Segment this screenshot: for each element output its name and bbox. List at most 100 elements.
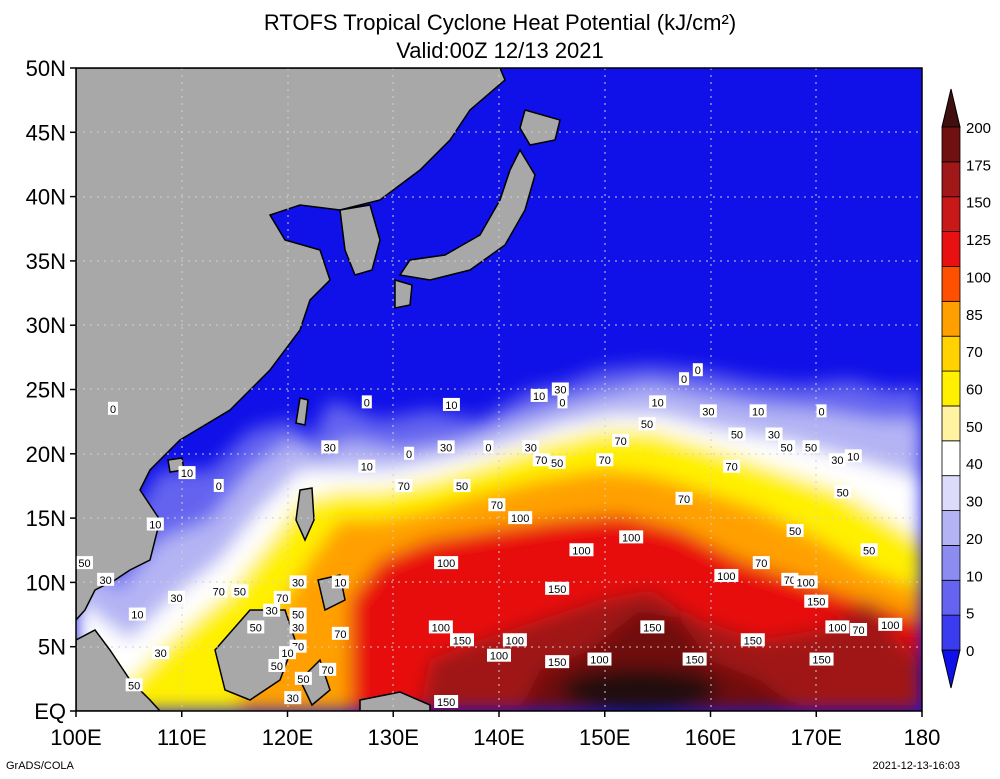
- contour-label-bg: [167, 590, 185, 604]
- contour-label: 50: [863, 545, 875, 557]
- colorbar-box: [941, 161, 961, 198]
- contour-label: 30: [99, 575, 111, 587]
- contour-label-bg: [649, 395, 667, 409]
- asian-mainland: [76, 68, 506, 622]
- japan-honshu: [398, 148, 536, 281]
- colorbar-level-label: 5: [966, 606, 974, 623]
- contour-label-bg: [557, 395, 568, 409]
- colorbar-level-label: 30: [966, 494, 983, 511]
- contour-label-bg: [395, 478, 413, 492]
- contour-label: 70: [784, 575, 796, 587]
- lon-tick-label: 110E: [157, 725, 207, 750]
- contour-label-bg: [804, 594, 829, 608]
- contour-label-bg: [532, 453, 550, 467]
- japan-kyushu: [394, 278, 413, 309]
- contour-label: 100: [828, 622, 846, 634]
- colorbar-level-label: 50: [966, 419, 983, 436]
- colorbar-box: [941, 579, 961, 616]
- contour-label-bg: [640, 620, 665, 634]
- contour-label-bg: [289, 620, 307, 634]
- contour-label: 100: [796, 577, 814, 589]
- contour-label-bg: [453, 478, 471, 492]
- contour-label-bg: [692, 363, 703, 377]
- contour-label: 10: [847, 451, 859, 463]
- contour-label: 0: [485, 442, 491, 454]
- contour-label-bg: [279, 646, 296, 660]
- lat-tick-label: 25N: [26, 378, 66, 403]
- contour-label-bg: [483, 440, 494, 454]
- contour-label: 150: [812, 655, 830, 667]
- contour-label: 30: [292, 577, 304, 589]
- contour-label: 50: [271, 661, 283, 673]
- contour-label: 50: [128, 680, 140, 692]
- contour-label: 150: [744, 635, 762, 647]
- contour-label: 0: [559, 397, 565, 409]
- contour-label-bg: [723, 459, 741, 473]
- contour-label: 150: [453, 635, 471, 647]
- contour-label-bg: [878, 617, 903, 631]
- colorbar-level-label: 85: [966, 307, 983, 324]
- contour-label: 50: [641, 419, 653, 431]
- contour-label-bg: [294, 671, 312, 685]
- contour-label: 100: [572, 545, 590, 557]
- contour-label-bg: [289, 607, 307, 621]
- lat-tick-label: EQ: [34, 699, 66, 724]
- contour-label-bg: [231, 584, 249, 598]
- lon-tick-label: 140E: [473, 725, 524, 750]
- contour-label-bg: [442, 397, 460, 411]
- contour-label: 30: [292, 622, 304, 634]
- lat-tick-label: 45N: [26, 120, 66, 145]
- colorbar: 0 5 10 20 30 40 50 60 70 85 100 125 150 175 200: [941, 88, 991, 689]
- contour-label: 30: [324, 442, 336, 454]
- contour-label: 100: [432, 622, 450, 634]
- contour-label-bg: [273, 590, 291, 604]
- colorbar-level-label: 20: [966, 531, 983, 548]
- contour-label: 70: [334, 629, 346, 641]
- contour-label: 0: [216, 481, 222, 493]
- contour-label-bg: [437, 440, 455, 454]
- contour-label-bg: [749, 404, 767, 418]
- colorbar-box: [941, 126, 961, 163]
- longitude-tick-labels: 100E 110E 120E 130E 140E 150E 160E 170E 180: [50, 711, 940, 750]
- contour-label-bg: [268, 658, 286, 672]
- contour-label: 50: [297, 674, 309, 686]
- contour-label-bg: [358, 459, 376, 473]
- lat-tick-label: 5N: [38, 635, 66, 660]
- contour-label: 50: [292, 610, 304, 622]
- lat-tick-label: 10N: [26, 570, 66, 595]
- lat-tick-label: 20N: [26, 442, 66, 467]
- colorbar-level-label: 100: [966, 269, 991, 286]
- contour-label-bg: [331, 626, 349, 640]
- lon-tick-label: 160E: [685, 725, 736, 750]
- contour-label-bg: [263, 603, 281, 617]
- colorbar-level-label: 60: [966, 382, 983, 399]
- colorbar-level-label: 10: [966, 568, 983, 585]
- contour-label: 70: [213, 586, 225, 598]
- contour-label: 70: [398, 481, 410, 493]
- contour-label: 150: [643, 622, 661, 634]
- contour-label: 70: [599, 455, 611, 467]
- contour-label-bg: [740, 633, 765, 647]
- contour-label: 0: [818, 406, 824, 418]
- contour-label: 30: [554, 385, 566, 397]
- contour-label-bg: [331, 575, 349, 589]
- contour-label-bg: [530, 388, 548, 402]
- contour-label-bg: [860, 543, 878, 557]
- contour-label-bg: [361, 395, 372, 409]
- contour-label: 50: [731, 430, 743, 442]
- colorbar-min-arrow: [941, 649, 961, 689]
- contour-label-bg: [508, 511, 533, 525]
- contour-label-bg: [802, 440, 820, 454]
- colorbar-box: [941, 440, 961, 477]
- contour-label-bg: [125, 678, 143, 692]
- colorbar-box: [941, 370, 961, 407]
- lon-tick-label: 100E: [50, 725, 101, 750]
- contour-label-bg: [128, 607, 146, 621]
- contour-label-bg: [844, 449, 862, 463]
- lon-tick-label: 150E: [579, 725, 630, 750]
- contour-label-bg: [247, 620, 265, 634]
- colorbar-level-label: 0: [966, 643, 974, 660]
- contour-label: 100: [506, 635, 524, 647]
- contour-label-bg: [321, 440, 339, 454]
